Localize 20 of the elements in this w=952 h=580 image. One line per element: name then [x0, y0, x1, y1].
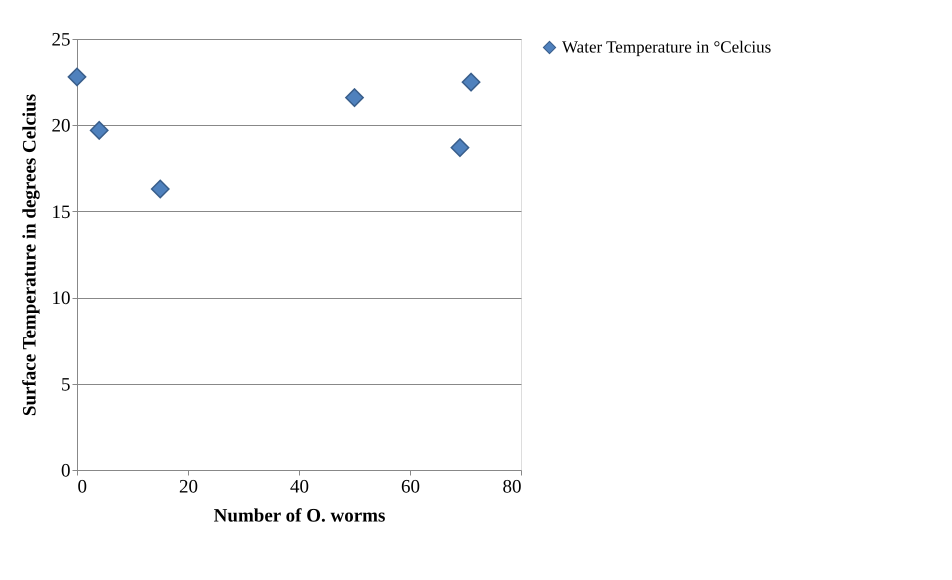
- point: [150, 180, 170, 198]
- x-tick-label: 20: [179, 476, 198, 498]
- y-tick-label: 10: [52, 288, 70, 310]
- point: [90, 120, 109, 140]
- x-tick-label: 60: [401, 476, 420, 498]
- point: [450, 138, 470, 158]
- x-axis-title: Number of O. worms: [214, 506, 386, 526]
- point: [462, 72, 480, 92]
- point: [345, 88, 364, 108]
- legend-label: Water Temperature in °Celcius: [562, 38, 772, 56]
- x-tick-label: 40: [290, 476, 309, 498]
- y-tick-label: 25: [52, 30, 70, 50]
- y-tick-label: 20: [52, 116, 70, 137]
- x-tick-label: 80: [502, 476, 522, 498]
- y-tick-label: 5: [61, 374, 70, 396]
- point: [68, 68, 86, 86]
- y-axis-title: Surface Temperature in degrees Celcius: [20, 94, 40, 416]
- y-tick-label: 15: [52, 202, 70, 223]
- y-tick-label: 0: [61, 460, 70, 482]
- x-tick-label: 0: [78, 476, 87, 498]
